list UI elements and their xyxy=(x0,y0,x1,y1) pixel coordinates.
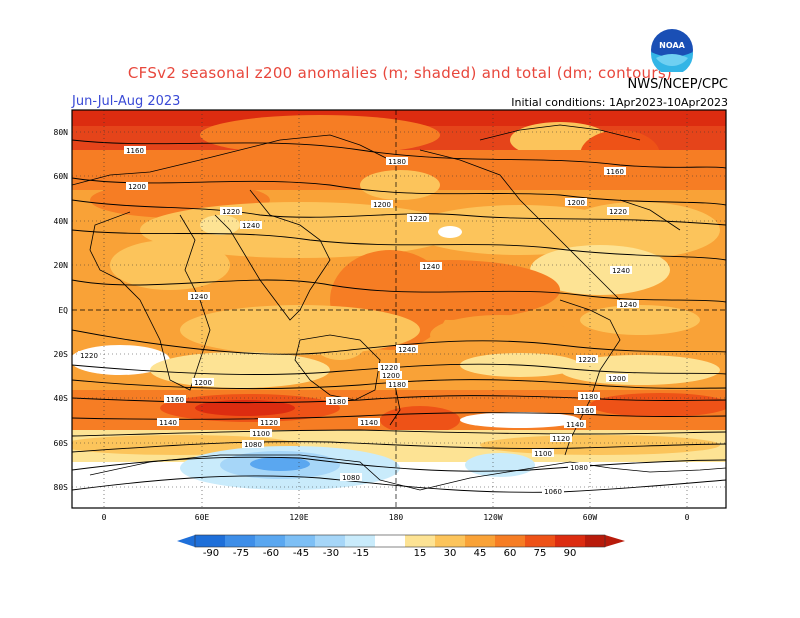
svg-text:120W: 120W xyxy=(483,513,502,522)
svg-text:1140: 1140 xyxy=(566,421,584,429)
svg-text:1200: 1200 xyxy=(194,379,212,387)
svg-text:1160: 1160 xyxy=(606,168,624,176)
svg-text:1220: 1220 xyxy=(409,215,427,223)
forecast-period: Jun-Jul-Aug 2023 xyxy=(72,94,181,109)
svg-text:0: 0 xyxy=(685,513,690,522)
svg-text:1240: 1240 xyxy=(422,263,440,271)
svg-text:-60: -60 xyxy=(263,548,279,559)
svg-text:1200: 1200 xyxy=(128,183,146,191)
svg-text:1080: 1080 xyxy=(244,441,262,449)
svg-text:0: 0 xyxy=(102,513,107,522)
svg-text:-30: -30 xyxy=(323,548,339,559)
svg-text:30: 30 xyxy=(444,548,457,559)
svg-text:20S: 20S xyxy=(54,350,69,359)
latitude-labels: 80N 60N 40N 20N EQ 20S 40S 60S 80S xyxy=(54,128,69,492)
lat-lon-grid xyxy=(72,110,726,508)
svg-text:1180: 1180 xyxy=(328,398,346,406)
svg-text:1200: 1200 xyxy=(608,375,626,383)
svg-text:EQ: EQ xyxy=(58,306,68,315)
equator-dateline xyxy=(72,110,726,508)
svg-text:1080: 1080 xyxy=(342,474,360,482)
svg-text:-15: -15 xyxy=(353,548,369,559)
svg-text:90: 90 xyxy=(564,548,577,559)
colorbar xyxy=(177,534,625,548)
svg-text:45: 45 xyxy=(474,548,487,559)
contour-labels: 1160 1200 1220 1240 1240 1180 1200 1220 … xyxy=(78,146,639,496)
svg-text:80S: 80S xyxy=(54,483,69,492)
svg-text:1180: 1180 xyxy=(388,381,406,389)
svg-text:1220: 1220 xyxy=(609,208,627,216)
svg-text:1120: 1120 xyxy=(260,419,278,427)
agency-label: NWS/NCEP/CPC xyxy=(627,77,728,92)
initial-conditions: Initial conditions: 1Apr2023-10Apr2023 xyxy=(511,96,728,109)
svg-text:80N: 80N xyxy=(54,128,69,137)
svg-text:40S: 40S xyxy=(54,394,69,403)
height-contours xyxy=(72,139,726,493)
svg-text:1220: 1220 xyxy=(578,356,596,364)
svg-text:1180: 1180 xyxy=(388,158,406,166)
svg-text:40N: 40N xyxy=(54,217,69,226)
svg-text:-75: -75 xyxy=(233,548,249,559)
svg-text:1240: 1240 xyxy=(190,293,208,301)
svg-text:60W: 60W xyxy=(583,513,598,522)
svg-text:1220: 1220 xyxy=(222,208,240,216)
svg-text:1100: 1100 xyxy=(252,430,270,438)
svg-text:-45: -45 xyxy=(293,548,309,559)
svg-text:1200: 1200 xyxy=(373,201,391,209)
svg-text:1160: 1160 xyxy=(126,147,144,155)
svg-text:1240: 1240 xyxy=(619,301,637,309)
svg-text:1140: 1140 xyxy=(159,419,177,427)
svg-text:20N: 20N xyxy=(54,261,69,270)
svg-text:1140: 1140 xyxy=(360,419,378,427)
svg-text:75: 75 xyxy=(534,548,547,559)
svg-text:60E: 60E xyxy=(195,513,210,522)
svg-text:1200: 1200 xyxy=(382,372,400,380)
svg-text:1080: 1080 xyxy=(570,464,588,472)
svg-text:1180: 1180 xyxy=(580,393,598,401)
svg-text:1160: 1160 xyxy=(576,407,594,415)
map-frame xyxy=(71,109,727,509)
svg-text:1100: 1100 xyxy=(534,450,552,458)
noaa-logo-icon: NOAA xyxy=(651,29,693,72)
svg-text:1200: 1200 xyxy=(567,199,585,207)
svg-text:1220: 1220 xyxy=(80,352,98,360)
svg-text:1060: 1060 xyxy=(544,488,562,496)
svg-text:1240: 1240 xyxy=(242,222,260,230)
svg-text:180: 180 xyxy=(389,513,404,522)
svg-text:60S: 60S xyxy=(54,439,69,448)
svg-text:1120: 1120 xyxy=(552,435,570,443)
svg-text:1220: 1220 xyxy=(380,364,398,372)
svg-text:60: 60 xyxy=(504,548,517,559)
svg-text:1240: 1240 xyxy=(612,267,630,275)
svg-text:15: 15 xyxy=(414,548,427,559)
svg-text:1160: 1160 xyxy=(166,396,184,404)
colorbar-labels: -90 -75 -60 -45 -30 -15 15 30 45 60 75 9… xyxy=(203,548,577,559)
svg-text:1240: 1240 xyxy=(398,346,416,354)
svg-text:120E: 120E xyxy=(289,513,308,522)
map-title: CFSv2 seasonal z200 anomalies (m; shaded… xyxy=(127,64,673,82)
longitude-labels: 0 60E 120E 180 120W 60W 0 xyxy=(102,513,690,522)
svg-text:-90: -90 xyxy=(203,548,219,559)
svg-text:60N: 60N xyxy=(54,172,69,181)
svg-text:NOAA: NOAA xyxy=(659,41,685,50)
